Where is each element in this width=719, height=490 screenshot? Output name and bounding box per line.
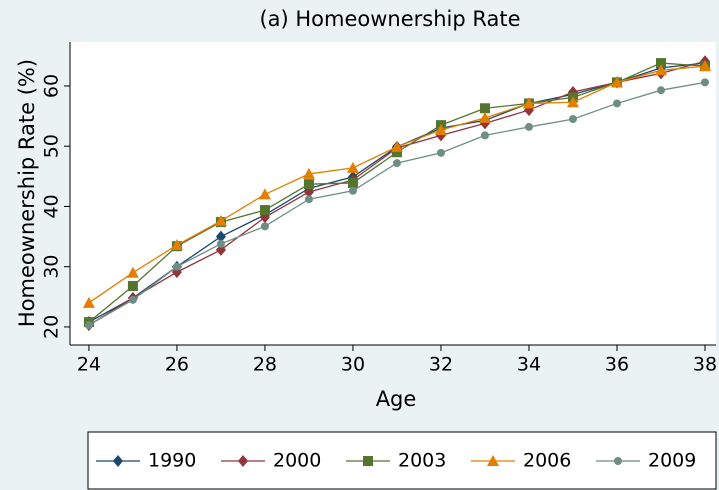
marker <box>654 64 667 76</box>
x-tick-label: 24 <box>77 354 101 376</box>
marker <box>480 131 489 140</box>
marker <box>128 295 137 304</box>
marker <box>302 167 315 179</box>
y-tick-label: 20 <box>41 315 63 339</box>
marker <box>698 60 711 72</box>
chart-title: (a) Homeownership Rate <box>259 7 520 31</box>
marker <box>82 296 95 308</box>
marker <box>347 177 358 188</box>
marker <box>303 179 314 190</box>
legend-label: 2006 <box>523 450 571 472</box>
legend-label: 2000 <box>273 450 321 472</box>
y-axis-label: Homeownership Rate (%) <box>15 59 39 327</box>
marker <box>348 186 357 195</box>
legend-label: 1990 <box>148 450 196 472</box>
y-tick-label: 30 <box>41 255 63 279</box>
x-tick-label: 30 <box>341 354 365 376</box>
plot-area <box>70 42 716 345</box>
x-tick-label: 28 <box>253 354 277 376</box>
marker <box>487 455 499 466</box>
marker <box>478 111 491 123</box>
marker <box>568 115 577 124</box>
y-tick-label: 40 <box>41 194 63 218</box>
marker <box>215 230 226 243</box>
marker <box>172 262 181 271</box>
marker <box>214 214 227 226</box>
marker <box>126 266 139 278</box>
marker <box>113 455 123 467</box>
marker <box>346 161 359 173</box>
marker <box>363 456 373 466</box>
marker <box>700 78 709 87</box>
marker <box>392 159 401 168</box>
marker <box>610 76 623 88</box>
marker <box>304 195 313 204</box>
x-tick-label: 34 <box>517 354 541 376</box>
legend-label: 2003 <box>398 450 446 472</box>
marker <box>436 148 445 157</box>
y-tick-label: 50 <box>41 134 63 158</box>
marker <box>391 147 402 158</box>
marker <box>434 123 447 135</box>
marker <box>390 140 403 152</box>
marker <box>170 239 183 251</box>
y-tick-label: 60 <box>41 74 63 98</box>
marker <box>216 239 225 248</box>
marker <box>258 188 271 200</box>
legend-label: 2009 <box>648 450 696 472</box>
marker <box>260 222 269 231</box>
x-tick-label: 32 <box>429 354 453 376</box>
x-axis-label: Age <box>376 387 417 411</box>
marker <box>84 321 93 330</box>
marker <box>612 99 621 108</box>
marker <box>479 103 490 114</box>
marker <box>566 96 579 108</box>
x-tick-label: 26 <box>165 354 189 376</box>
marker <box>259 205 270 216</box>
marker <box>127 280 138 291</box>
marker <box>524 122 533 131</box>
marker <box>614 457 622 465</box>
marker <box>655 58 666 69</box>
marker <box>522 97 535 109</box>
marker <box>656 86 665 95</box>
marker <box>238 455 248 467</box>
x-tick-label: 38 <box>693 354 717 376</box>
x-tick-label: 36 <box>605 354 629 376</box>
